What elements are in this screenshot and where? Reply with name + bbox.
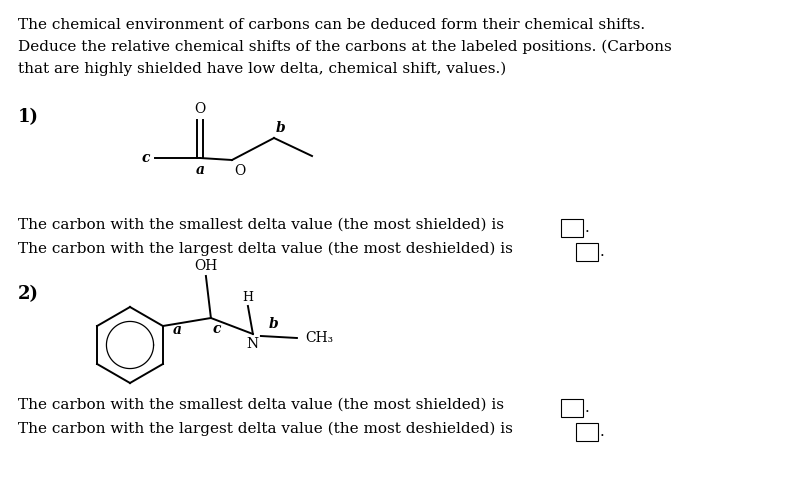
Text: 1): 1) <box>18 108 39 126</box>
Bar <box>561 219 583 237</box>
Bar <box>576 243 598 261</box>
Text: CH₃: CH₃ <box>305 331 333 345</box>
Text: N: N <box>247 337 259 351</box>
Text: H: H <box>242 291 254 304</box>
Text: 2): 2) <box>18 285 39 303</box>
Text: c: c <box>213 322 222 336</box>
Text: Deduce the relative chemical shifts of the carbons at the labeled positions. (Ca: Deduce the relative chemical shifts of t… <box>18 40 672 55</box>
Text: .: . <box>600 425 605 439</box>
Text: .: . <box>585 401 590 415</box>
Text: c: c <box>142 151 150 165</box>
Text: that are highly shielded have low delta, chemical shift, values.): that are highly shielded have low delta,… <box>18 62 506 76</box>
Bar <box>576 423 598 441</box>
Text: The carbon with the largest delta value (the most deshielded) is: The carbon with the largest delta value … <box>18 422 513 436</box>
Text: b: b <box>269 317 278 331</box>
Text: The carbon with the smallest delta value (the most shielded) is: The carbon with the smallest delta value… <box>18 218 504 232</box>
Text: .: . <box>600 245 605 259</box>
Text: O: O <box>194 102 206 116</box>
Text: b: b <box>276 121 286 135</box>
Text: The carbon with the smallest delta value (the most shielded) is: The carbon with the smallest delta value… <box>18 398 504 412</box>
Text: O: O <box>234 164 246 178</box>
Bar <box>561 399 583 417</box>
Text: The carbon with the largest delta value (the most deshielded) is: The carbon with the largest delta value … <box>18 242 513 256</box>
Text: The chemical environment of carbons can be deduced form their chemical shifts.: The chemical environment of carbons can … <box>18 18 645 32</box>
Text: .: . <box>585 221 590 235</box>
Text: a: a <box>195 163 205 177</box>
Text: a: a <box>173 323 182 337</box>
Text: OH: OH <box>194 259 218 273</box>
